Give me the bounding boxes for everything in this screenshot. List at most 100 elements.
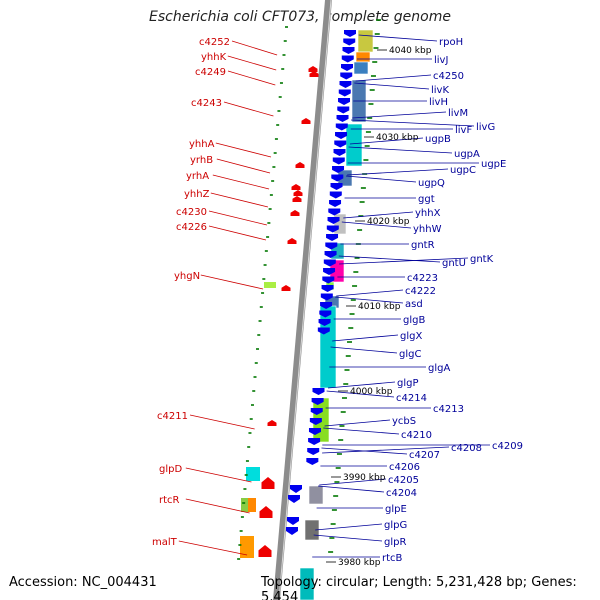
forward-gene-arrow: [335, 132, 348, 139]
reverse-gene-label: yrhA: [186, 171, 209, 182]
forward-gene-label: gntU: [442, 258, 466, 269]
scale-labels: 4040 kbp 4030 kbp 4020 kbp 4010 kbp 4000 kbp…: [326, 46, 432, 568]
forward-label-leader: [350, 119, 475, 127]
forward-gene-arrow: [336, 115, 349, 122]
forward-gene-arrow: [325, 242, 338, 250]
forward-gene-arrow: [288, 495, 300, 503]
forward-gene-arrow: [343, 38, 356, 46]
cog-band-1: [355, 51, 371, 63]
backbone-highlight: [278, 0, 332, 600]
reverse-label-leader: [210, 192, 269, 208]
forward-label-leader: [313, 534, 383, 542]
scale-label: 3990 kbp: [343, 473, 386, 483]
forward-gene-arrow: [338, 98, 351, 105]
reverse-gene-label: malT: [152, 537, 178, 548]
forward-gene-label: ugpB: [425, 134, 451, 145]
forward-label-leader: [358, 34, 438, 42]
accession-text: Accession: NC_004431: [9, 575, 157, 590]
cog-band-rev-3: [240, 536, 254, 558]
forward-label-leader: [345, 175, 417, 183]
forward-gene-arrow: [329, 200, 342, 207]
forward-label-leader: [327, 381, 396, 389]
forward-gene-arrow: [319, 310, 332, 318]
forward-gene-arrow: [344, 30, 356, 37]
forward-label-leader: [324, 419, 391, 427]
forward-gene-arrow: [318, 319, 331, 326]
forward-gene-label: ugpA: [454, 149, 480, 160]
forward-gene-arrow: [326, 225, 339, 233]
reverse-gene-arrow: [301, 118, 311, 124]
forward-label-leader: [322, 446, 450, 454]
forward-label-leader: [335, 296, 404, 304]
forward-gene-arrow: [320, 302, 333, 309]
forward-gene-arrow: [328, 208, 341, 216]
scale-label: 4040 kbp: [389, 46, 432, 56]
forward-gene-label: glgB: [403, 315, 425, 326]
reverse-label-leader: [185, 498, 250, 514]
reverse-gene-arrow: [267, 420, 277, 426]
reverse-gene-label: yhgN: [174, 271, 200, 282]
forward-gene-arrow: [287, 517, 299, 525]
forward-gene-arrow: [320, 293, 333, 301]
reverse-gene-arrow: [293, 190, 303, 196]
forward-gene-arrow: [321, 285, 334, 292]
forward-gene-arrow: [335, 123, 348, 131]
map-title: Escherichia coli CFT073, complete genome: [149, 9, 451, 25]
label-leaders: [178, 34, 490, 558]
forward-gene-label: livM: [448, 108, 468, 119]
forward-gene-label: c4206: [389, 462, 420, 473]
reverse-gene-label: c4252: [199, 37, 230, 48]
forward-gene-label: gntK: [470, 254, 494, 265]
forward-gene-label: c4210: [401, 430, 432, 441]
reverse-gene-label: yhhZ: [184, 189, 210, 200]
reverse-label-leader: [208, 225, 267, 241]
forward-gene-label: glgP: [397, 378, 419, 389]
forward-gene-arrow: [323, 268, 336, 275]
forward-gene-label: glgA: [428, 363, 450, 374]
cog-band-rev-2: [248, 498, 256, 512]
forward-gene-arrow: [341, 64, 354, 71]
cog-color-bands: [240, 29, 374, 600]
cog-band-rev-yhgN: [264, 282, 276, 288]
reverse-label-leader: [215, 142, 272, 158]
forward-label-leader: [318, 485, 385, 493]
reverse-label-leader: [227, 55, 277, 71]
reverse-label-leader: [223, 101, 274, 117]
forward-label-leader: [352, 111, 447, 119]
scale-label: 4030 kbp: [376, 133, 419, 143]
cog-band-4: [345, 123, 363, 167]
reverse-label-leader: [208, 210, 267, 226]
reverse-label-leader: [200, 274, 264, 290]
forward-gene-label: gntR: [411, 240, 435, 251]
backbone-strip: [273, 0, 332, 600]
forward-label-leader: [336, 289, 404, 297]
forward-label-leader: [323, 427, 400, 435]
scale-label: 4020 kbp: [367, 217, 410, 227]
reverse-gene-arrow: [261, 477, 275, 489]
reverse-gene-label: yrhB: [190, 155, 213, 166]
forward-label-leader: [354, 82, 430, 90]
reverse-gene-arrow: [309, 71, 319, 77]
scale-label: 3980 kbp: [338, 558, 381, 568]
forward-gene-arrow: [286, 527, 298, 535]
gene-arrows: [258, 30, 356, 557]
reverse-gene-arrow: [292, 196, 302, 202]
forward-label-leader: [332, 334, 399, 342]
forward-label-leader: [319, 478, 387, 486]
forward-label-leader: [347, 168, 449, 176]
cog-band-13: [308, 485, 324, 505]
summary-text: Topology: circular; Length: 5,231,428 bp…: [261, 575, 577, 600]
reverse-gene-label: c4211: [157, 411, 188, 422]
reverse-label-leader: [227, 70, 276, 86]
forward-gene-arrow: [341, 55, 354, 63]
forward-gene-arrow: [310, 408, 323, 415]
forward-label-leader: [355, 74, 432, 82]
forward-gene-arrow: [326, 234, 339, 241]
forward-gene-arrow: [290, 485, 302, 493]
forward-label-leader: [349, 137, 424, 145]
forward-gene-arrow: [323, 259, 336, 267]
forward-gene-label: ugpE: [481, 159, 506, 170]
forward-label-leader: [348, 146, 453, 154]
reverse-label-leader: [216, 158, 271, 174]
